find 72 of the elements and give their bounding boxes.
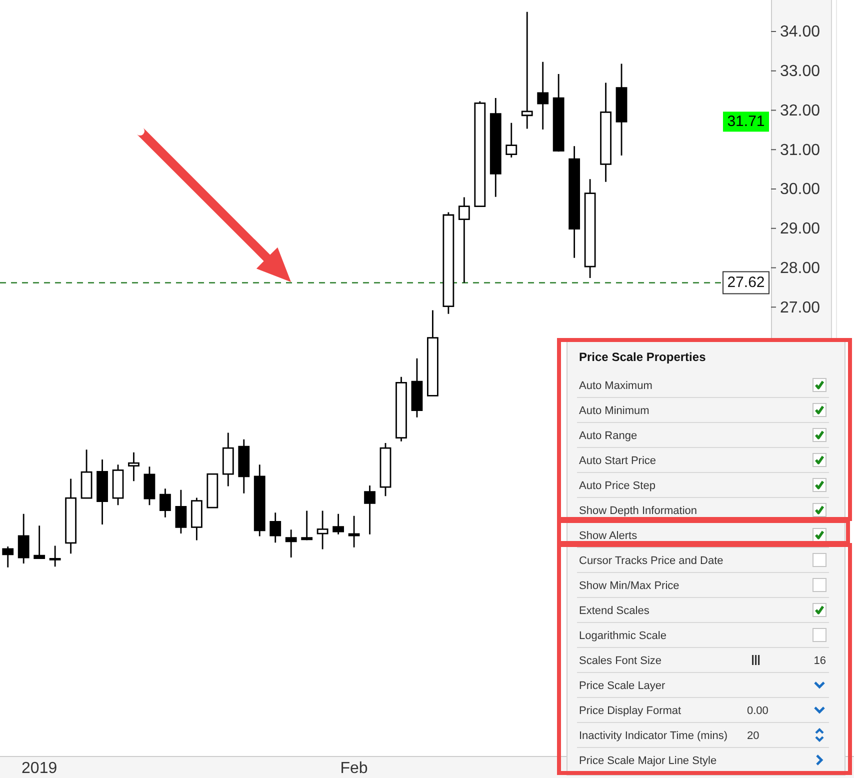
candlestick xyxy=(411,358,423,418)
candlestick xyxy=(65,478,77,554)
x-tick-label: Feb xyxy=(340,760,368,777)
category-label: Auto Range xyxy=(579,430,638,442)
candlestick xyxy=(49,545,61,568)
candlestick xyxy=(364,484,376,536)
category-label: Show Alerts xyxy=(579,530,638,542)
candlestick xyxy=(442,212,454,315)
candlestick xyxy=(175,489,187,534)
category-label: Auto Price Step xyxy=(579,480,656,492)
candlestick xyxy=(458,196,470,284)
candlestick xyxy=(285,528,297,558)
category-label: Show Depth Information xyxy=(579,505,698,517)
candlestick xyxy=(2,546,14,568)
candlestick xyxy=(238,438,250,494)
category-label: Show Min/Max Price xyxy=(579,580,680,592)
candlestick xyxy=(584,178,596,279)
candlestick xyxy=(506,122,518,158)
category-label: Auto Start Price xyxy=(579,455,656,467)
y-tick-label: 34.00 xyxy=(780,24,820,41)
candlestick xyxy=(332,513,344,536)
category-label: Price Display Format xyxy=(579,705,682,717)
text: 0.00 xyxy=(747,705,768,717)
annotation: 31.71 xyxy=(727,113,765,130)
candlestick xyxy=(96,458,108,526)
candlestick xyxy=(552,73,564,152)
candlestick xyxy=(521,11,533,130)
candlestick xyxy=(128,452,140,482)
category-label: Inactivity Indicator Time (mins) xyxy=(579,730,728,742)
candlestick xyxy=(348,515,360,548)
candlestick xyxy=(396,376,407,442)
candlestick xyxy=(380,442,392,497)
y-tick-label: 29.00 xyxy=(780,220,820,238)
category-label: Auto Minimum xyxy=(579,405,650,417)
candlestick xyxy=(160,488,171,518)
candlestick xyxy=(474,100,486,208)
candlestick xyxy=(537,61,549,130)
candlestick xyxy=(206,473,218,508)
category-label: Scales Font Size xyxy=(579,655,662,667)
candlestick xyxy=(616,63,628,156)
y-tick-label: 27.00 xyxy=(780,299,820,316)
candlestick xyxy=(270,512,282,544)
category-label: Auto Maximum xyxy=(579,380,652,392)
category-label: Price Scale Major Line Style xyxy=(579,755,717,767)
candlestick xyxy=(316,510,328,550)
category-label: Extend Scales xyxy=(579,605,650,617)
y-tick-label: 31.00 xyxy=(780,142,820,159)
candlestick xyxy=(190,497,202,541)
candlestick xyxy=(568,145,580,259)
y-tick-label: 33.00 xyxy=(780,62,820,80)
candlestick xyxy=(18,513,30,564)
candlestick xyxy=(144,466,156,506)
candlestick xyxy=(427,310,438,396)
category-label: Price Scale Layer xyxy=(579,680,666,692)
ref-line-label: 27.62 xyxy=(727,274,765,292)
candlestick xyxy=(600,82,612,183)
candlestick xyxy=(490,97,502,198)
y-tick-label: 30.00 xyxy=(780,181,820,198)
text: 16 xyxy=(814,655,826,667)
category-label: Logarithmic Scale xyxy=(579,630,666,642)
text: Price Scale Properties xyxy=(579,350,706,364)
candlestick xyxy=(34,524,46,560)
candlestick xyxy=(254,464,266,537)
candlestick xyxy=(222,432,234,487)
candlestick xyxy=(112,464,124,506)
candlestick xyxy=(80,448,92,499)
x-tick-label: 2019 xyxy=(22,760,58,777)
y-tick-label: 32.00 xyxy=(780,102,820,120)
text: 20 xyxy=(747,730,760,742)
y-tick-label: 28.00 xyxy=(780,260,820,277)
candlestick xyxy=(301,510,313,541)
category-label: Cursor Tracks Price and Date xyxy=(579,555,724,567)
